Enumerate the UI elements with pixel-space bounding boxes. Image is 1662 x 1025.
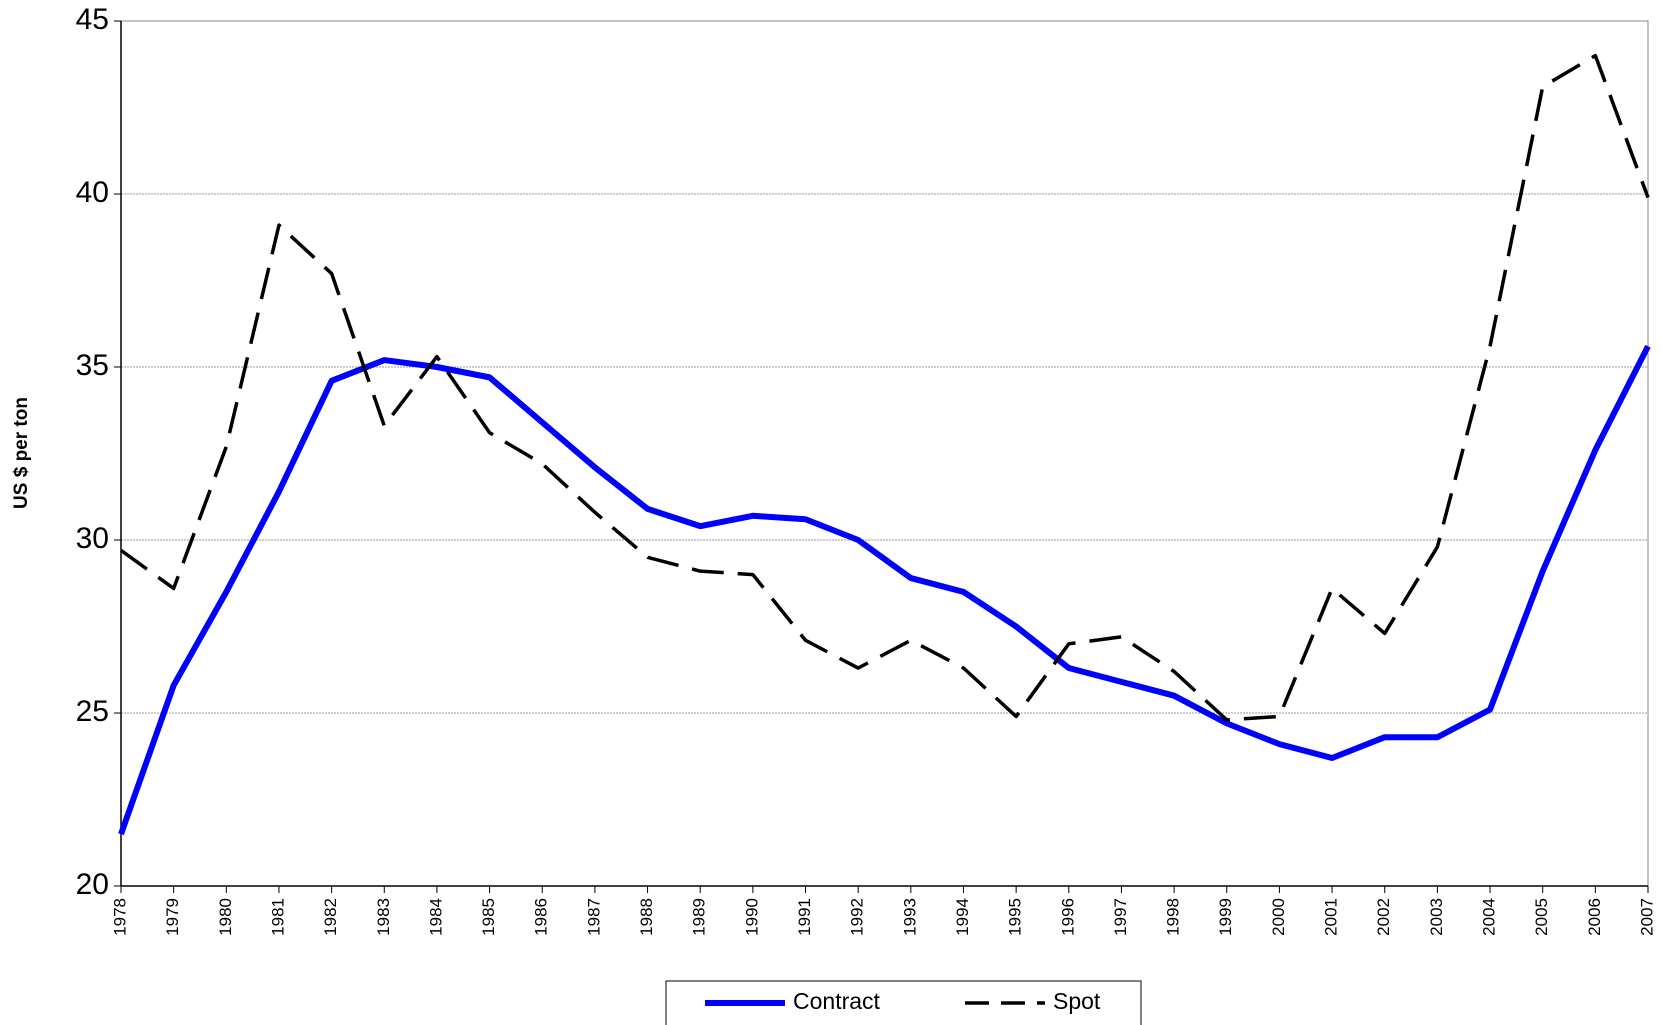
x-tick-label: 1979	[163, 898, 182, 936]
y-tick-label: 25	[76, 695, 109, 728]
x-tick-label: 1996	[1058, 898, 1077, 936]
legend-label: Spot	[1053, 988, 1101, 1014]
y-tick-label: 45	[76, 3, 109, 36]
legend-label: Contract	[793, 988, 881, 1014]
y-tick-label: 35	[76, 349, 109, 382]
y-axis-label: US $ per ton	[11, 397, 32, 509]
x-tick-label: 2001	[1322, 898, 1341, 936]
x-tick-label: 1980	[216, 898, 235, 936]
x-tick-label: 2006	[1585, 898, 1604, 936]
x-tick-label: 1985	[479, 898, 498, 936]
x-tick-label: 2003	[1427, 898, 1446, 936]
x-tick-label: 1992	[848, 898, 867, 936]
x-tick-label: 1978	[110, 898, 129, 936]
legend: Contract Spot	[665, 980, 1142, 1025]
plot-area	[120, 20, 1649, 887]
x-tick-label: 1990	[742, 898, 761, 936]
x-tick-label: 1997	[1111, 898, 1130, 936]
x-tick-label: 1994	[953, 898, 972, 936]
x-tick-label: 2005	[1532, 898, 1551, 936]
x-tick-label: 2002	[1374, 898, 1393, 936]
x-tick-label: 1989	[690, 898, 709, 936]
x-tick-label: 2007	[1637, 898, 1656, 936]
x-tick-label: 1991	[795, 898, 814, 936]
x-tick-label: 1984	[426, 898, 445, 936]
x-tick-label: 1987	[584, 898, 603, 936]
y-tick-label: 40	[76, 176, 109, 209]
series-line	[118, 344, 1651, 836]
x-tick-label: 1993	[900, 898, 919, 936]
x-tick-label: 1981	[268, 898, 287, 936]
x-tick-label: 1999	[1216, 898, 1235, 936]
y-tick-label: 20	[76, 868, 109, 901]
series-line	[119, 53, 1650, 722]
x-tick-label: 2000	[1269, 898, 1288, 936]
x-tick-label: 1986	[532, 898, 551, 936]
y-tick-label: 30	[76, 522, 109, 555]
x-tick-label: 1982	[321, 898, 340, 936]
x-tick-label: 1988	[637, 898, 656, 936]
x-tick-label: 1983	[374, 898, 393, 936]
x-tick-label: 1998	[1164, 898, 1183, 936]
x-tick-label: 2004	[1480, 898, 1499, 936]
x-tick-label: 1995	[1006, 898, 1025, 936]
